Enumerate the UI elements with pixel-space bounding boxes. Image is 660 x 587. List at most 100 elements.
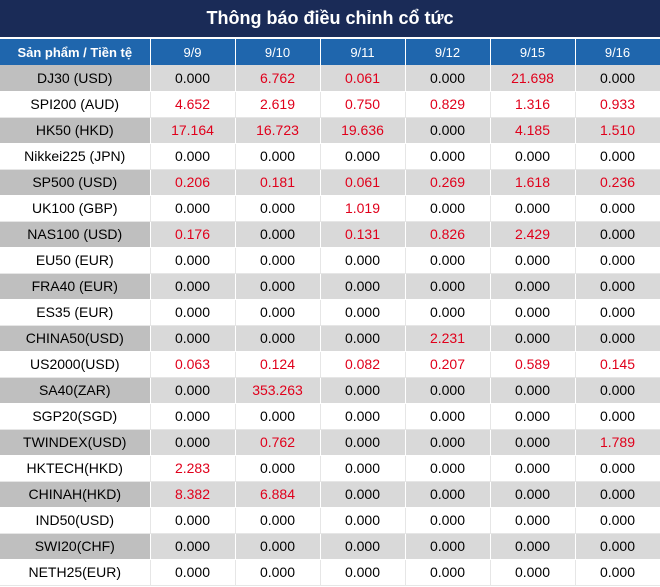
value-cell: 0.000 <box>405 299 491 326</box>
value-cell: 0.000 <box>320 325 406 352</box>
value-cell: 0.750 <box>320 91 406 118</box>
page-title: Thông báo điều chỉnh cổ tức <box>0 0 660 39</box>
value-cell: 17.164 <box>150 117 236 144</box>
table-row: TWINDEX(USD) 0.000 0.762 0.000 0.000 0.000 1.7… <box>0 429 660 456</box>
table-row: DJ30 (USD) 0.000 6.762 0.061 0.000 21.698 0.00… <box>0 65 660 92</box>
value-cell: 19.636 <box>320 117 406 144</box>
table-row: ES35 (EUR) 0.000 0.000 0.000 0.000 0.000 0.000 <box>0 299 660 326</box>
value-cell: 0.000 <box>150 143 236 170</box>
value-cell: 0.000 <box>320 559 406 586</box>
product-cell: NAS100 (USD) <box>0 221 151 248</box>
product-cell: SPI200 (AUD) <box>0 91 151 118</box>
table-row: SWI20(CHF) 0.000 0.000 0.000 0.000 0.000 0.000 <box>0 533 660 560</box>
value-cell: 0.000 <box>405 117 491 144</box>
value-cell: 0.000 <box>490 247 576 274</box>
product-cell: CHINA50(USD) <box>0 325 151 352</box>
value-cell: 0.000 <box>405 403 491 430</box>
table-row: CHINA50(USD) 0.000 0.000 0.000 2.231 0.000 0.0… <box>0 325 660 352</box>
value-cell: 0.000 <box>490 533 576 560</box>
column-header-date: 9/9 <box>150 39 236 65</box>
table-row: NAS100 (USD) 0.176 0.000 0.131 0.826 2.429 0.0… <box>0 221 660 248</box>
product-cell: Nikkei225 (JPN) <box>0 143 151 170</box>
value-cell: 0.207 <box>405 351 491 378</box>
value-cell: 2.231 <box>405 325 491 352</box>
value-cell: 0.000 <box>235 221 321 248</box>
value-cell: 0.000 <box>320 455 406 482</box>
value-cell: 0.000 <box>320 273 406 300</box>
value-cell: 0.176 <box>150 221 236 248</box>
value-cell: 0.000 <box>405 533 491 560</box>
value-cell: 0.000 <box>575 533 660 560</box>
column-header-date: 9/12 <box>405 39 491 65</box>
value-cell: 0.000 <box>235 299 321 326</box>
value-cell: 0.000 <box>575 325 660 352</box>
value-cell: 0.000 <box>405 377 491 404</box>
table-body: DJ30 (USD) 0.000 6.762 0.061 0.000 21.698 0.00… <box>0 65 660 586</box>
table-row: NETH25(EUR) 0.000 0.000 0.000 0.000 0.000 0.00… <box>0 559 660 586</box>
value-cell: 0.000 <box>320 247 406 274</box>
value-cell: 21.698 <box>490 65 576 92</box>
value-cell: 0.000 <box>150 299 236 326</box>
value-cell: 0.000 <box>150 273 236 300</box>
value-cell: 0.061 <box>320 169 406 196</box>
value-cell: 0.000 <box>405 507 491 534</box>
value-cell: 0.000 <box>405 481 491 508</box>
value-cell: 0.000 <box>150 403 236 430</box>
value-cell: 0.000 <box>575 299 660 326</box>
value-cell: 0.000 <box>490 559 576 586</box>
product-cell: SGP20(SGD) <box>0 403 151 430</box>
dividend-table: Sản phẩm / Tiền tệ 9/9 9/10 9/11 9/12 9/… <box>0 39 660 586</box>
value-cell: 0.236 <box>575 169 660 196</box>
value-cell: 0.061 <box>320 65 406 92</box>
table-row: HK50 (HKD) 17.164 16.723 19.636 0.000 4.185 1.… <box>0 117 660 144</box>
value-cell: 0.000 <box>235 143 321 170</box>
value-cell: 0.000 <box>150 377 236 404</box>
value-cell: 0.000 <box>235 325 321 352</box>
value-cell: 0.000 <box>150 429 236 456</box>
value-cell: 0.000 <box>405 143 491 170</box>
value-cell: 0.000 <box>320 299 406 326</box>
table-row: CHINAH(HKD) 8.382 6.884 0.000 0.000 0.000 0.00… <box>0 481 660 508</box>
value-cell: 0.000 <box>320 403 406 430</box>
value-cell: 0.762 <box>235 429 321 456</box>
value-cell: 6.884 <box>235 481 321 508</box>
value-cell: 0.000 <box>405 429 491 456</box>
value-cell: 0.000 <box>575 507 660 534</box>
value-cell: 0.933 <box>575 91 660 118</box>
product-cell: CHINAH(HKD) <box>0 481 151 508</box>
value-cell: 2.619 <box>235 91 321 118</box>
product-cell: FRA40 (EUR) <box>0 273 151 300</box>
table-row: HKTECH(HKD) 2.283 0.000 0.000 0.000 0.000 0.00… <box>0 455 660 482</box>
value-cell: 0.000 <box>320 507 406 534</box>
value-cell: 0.000 <box>405 65 491 92</box>
product-cell: NETH25(EUR) <box>0 559 151 586</box>
table-row: SA40(ZAR) 0.000 353.263 0.000 0.000 0.000 0.00… <box>0 377 660 404</box>
value-cell: 0.181 <box>235 169 321 196</box>
value-cell: 0.000 <box>490 195 576 222</box>
value-cell: 0.269 <box>405 169 491 196</box>
value-cell: 8.382 <box>150 481 236 508</box>
value-cell: 353.263 <box>235 377 321 404</box>
value-cell: 0.000 <box>575 195 660 222</box>
value-cell: 0.000 <box>575 143 660 170</box>
value-cell: 1.019 <box>320 195 406 222</box>
value-cell: 0.124 <box>235 351 321 378</box>
value-cell: 0.000 <box>235 403 321 430</box>
value-cell: 0.000 <box>150 65 236 92</box>
value-cell: 0.131 <box>320 221 406 248</box>
product-cell: HK50 (HKD) <box>0 117 151 144</box>
value-cell: 0.000 <box>575 377 660 404</box>
column-header-date: 9/16 <box>575 39 660 65</box>
value-cell: 0.000 <box>320 377 406 404</box>
value-cell: 0.000 <box>490 481 576 508</box>
value-cell: 0.000 <box>320 533 406 560</box>
value-cell: 0.000 <box>575 247 660 274</box>
value-cell: 0.000 <box>490 429 576 456</box>
value-cell: 0.000 <box>235 455 321 482</box>
value-cell: 0.000 <box>575 221 660 248</box>
value-cell: 0.000 <box>235 533 321 560</box>
table-row: Nikkei225 (JPN) 0.000 0.000 0.000 0.000 0.000… <box>0 143 660 170</box>
value-cell: 0.145 <box>575 351 660 378</box>
product-cell: SA40(ZAR) <box>0 377 151 404</box>
